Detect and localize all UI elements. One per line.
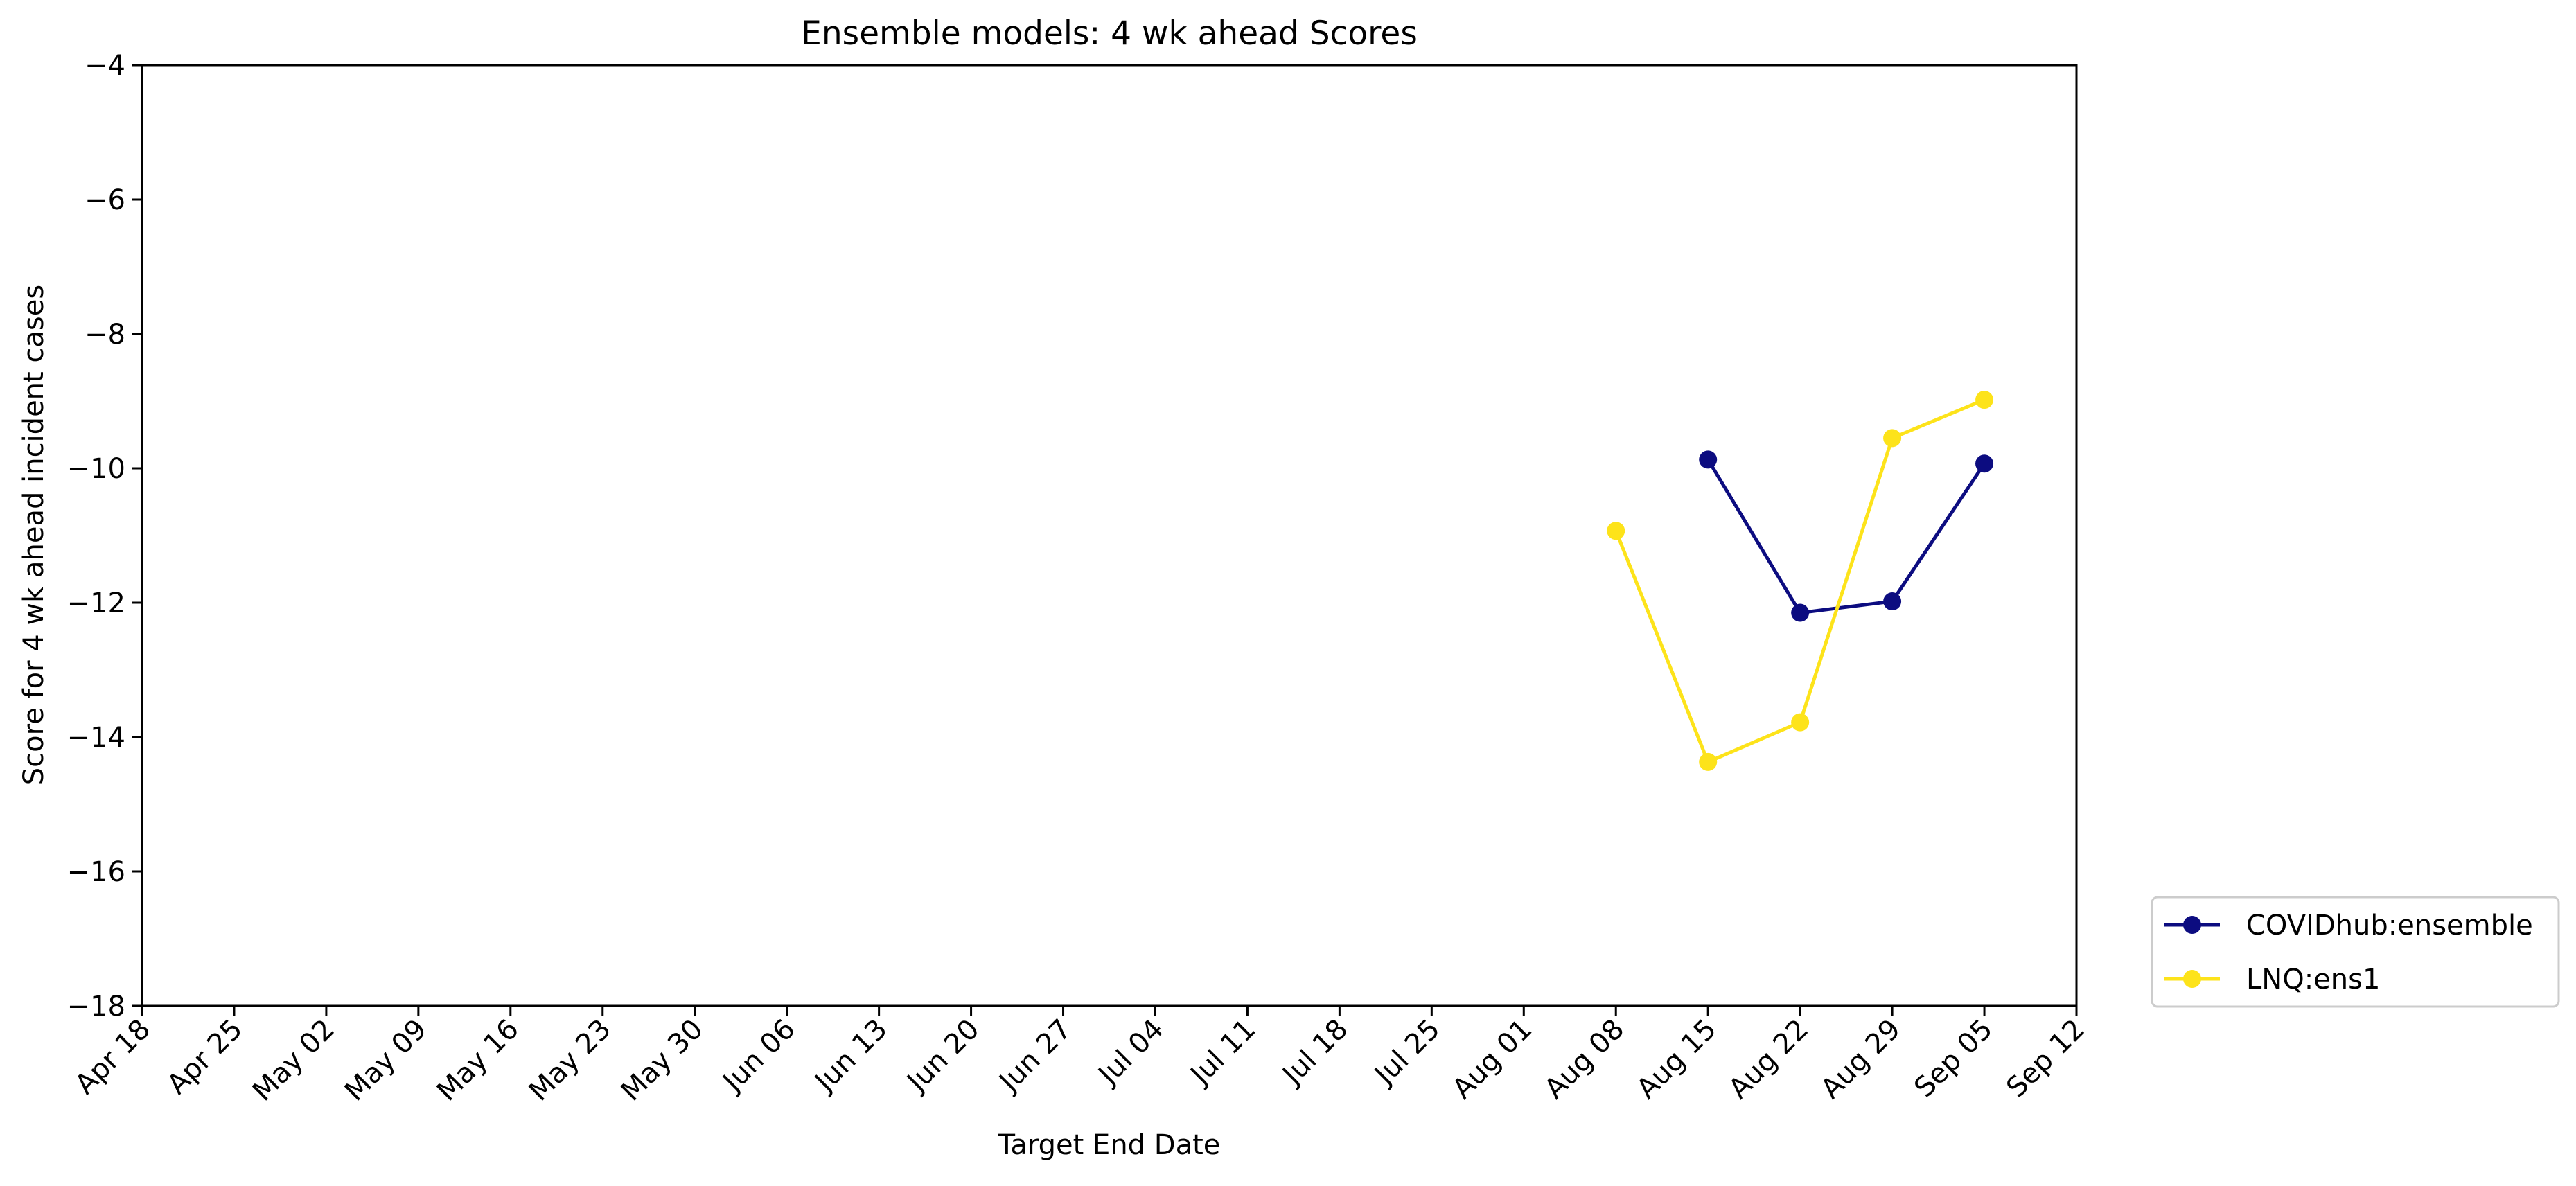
x-tick-label: Jul 11 (1183, 1014, 1262, 1092)
data-point-0-2 (1883, 592, 1902, 611)
y-tick-label: −8 (85, 319, 125, 351)
x-tick-label: Jun 27 (992, 1014, 1078, 1099)
x-tick-label: Jul 25 (1368, 1014, 1447, 1092)
legend-box (2151, 896, 2560, 1008)
x-tick-label: Jun 20 (900, 1014, 986, 1099)
x-tick-label: Jul 18 (1276, 1014, 1355, 1092)
x-tick-label: Sep 12 (2000, 1014, 2091, 1104)
x-tick-label: Aug 15 (1631, 1014, 1723, 1106)
x-tick-label: Aug 29 (1815, 1014, 1907, 1106)
data-point-0-0 (1699, 450, 1718, 469)
y-axis-label: Score for 4 wk ahead incident cases (18, 285, 50, 785)
legend: COVIDhub:ensemble LNQ:ens1 (2151, 896, 2560, 1008)
plot-frame (141, 64, 2078, 1007)
y-tick-label: −6 (85, 184, 125, 216)
x-tick-label: May 02 (247, 1014, 341, 1108)
data-point-1-4 (1975, 391, 1994, 409)
data-point-1-0 (1607, 522, 1625, 540)
x-tick-label: Aug 08 (1539, 1014, 1631, 1106)
series-line-1 (1614, 398, 1986, 765)
data-point-1-1 (1699, 752, 1718, 771)
data-point-1-2 (1791, 713, 1810, 732)
y-tick-label: −14 (67, 722, 125, 754)
legend-label-0: COVIDhub:ensemble (2246, 910, 2533, 941)
x-tick-label: Aug 01 (1447, 1014, 1539, 1106)
x-tick-label: May 23 (523, 1014, 617, 1108)
series-line-0 (1706, 459, 1986, 615)
x-tick-label: Jul 04 (1091, 1014, 1170, 1092)
data-point-0-3 (1975, 454, 1994, 473)
x-tick-label: May 30 (615, 1014, 709, 1108)
x-tick-label: Jun 06 (716, 1014, 802, 1099)
chart-title: Ensemble models: 4 wk ahead Scores (801, 15, 1418, 53)
legend-marker-0 (2183, 916, 2201, 934)
x-tick-label: May 09 (339, 1014, 433, 1108)
legend-marker-1 (2183, 970, 2201, 988)
y-tick-label: −10 (67, 453, 125, 485)
data-point-1-3 (1883, 429, 1902, 448)
y-tick-label: −18 (67, 991, 125, 1023)
y-tick-label: −4 (85, 50, 125, 82)
y-tick-label: −12 (67, 587, 125, 619)
x-tick-label: Sep 05 (1908, 1014, 1999, 1104)
x-tick-label: Apr 25 (161, 1014, 249, 1101)
y-tick-label: −16 (67, 856, 125, 888)
x-tick-label: Apr 18 (69, 1014, 157, 1101)
x-axis-label: Target End Date (998, 1129, 1221, 1161)
legend-label-1: LNQ:ens1 (2246, 964, 2380, 995)
x-tick-label: May 16 (431, 1014, 525, 1108)
x-tick-label: Aug 22 (1722, 1014, 1815, 1106)
data-point-0-1 (1791, 603, 1810, 622)
x-tick-label: Jun 13 (808, 1014, 894, 1099)
plot-area (1607, 391, 1994, 771)
